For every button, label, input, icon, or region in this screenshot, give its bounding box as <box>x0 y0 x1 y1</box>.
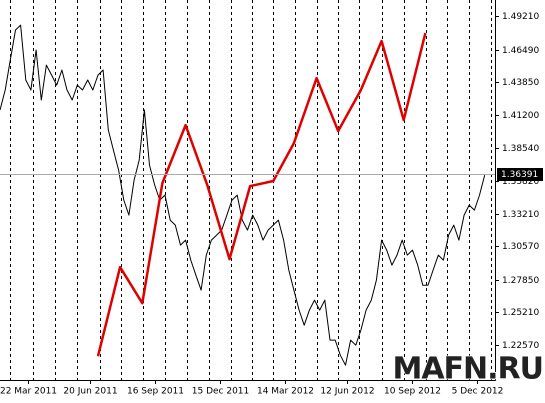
x-tick-label: 22 Mar 2011 <box>0 387 57 397</box>
watermark: MAFN.RU <box>392 352 543 387</box>
last-price-label: 1.36391 <box>501 170 538 180</box>
y-tick-label: 1.38540 <box>502 144 539 154</box>
x-tick-label: 20 Jun 2011 <box>63 387 117 397</box>
price-line <box>96 32 427 357</box>
y-tick-label: 1.27850 <box>502 276 539 286</box>
x-tick-label: 14 Mar 2012 <box>257 387 314 397</box>
axes: 1.49210 1.46490 1.43850 1.41200 1.38540 1.358… <box>0 12 543 397</box>
y-tick-label: 1.41200 <box>502 111 539 121</box>
last-price-box <box>497 168 543 181</box>
x-tick-label: 12 Jun 2012 <box>320 387 374 397</box>
y-tick-label: 1.43850 <box>502 78 539 88</box>
x-tick-label: 16 Sep 2011 <box>127 387 184 397</box>
x-tick-label: 10 Sep 2012 <box>384 387 441 397</box>
y-tick-label: 1.35820 <box>502 177 539 187</box>
plot-area <box>0 0 495 380</box>
y-tick-label: 1.22570 <box>502 341 539 351</box>
y-tick-label: 1.49210 <box>502 12 539 22</box>
y-tick-label: 1.25210 <box>502 308 539 318</box>
y-tick-label: 1.46490 <box>502 46 539 56</box>
y-tick-label: 1.33210 <box>502 210 539 220</box>
x-tick-label: 15 Dec 2011 <box>192 387 250 397</box>
price-line <box>0 24 486 366</box>
y-tick-label: 1.30570 <box>502 242 539 252</box>
x-tick-label: 5 Dec 2012 <box>452 387 504 397</box>
